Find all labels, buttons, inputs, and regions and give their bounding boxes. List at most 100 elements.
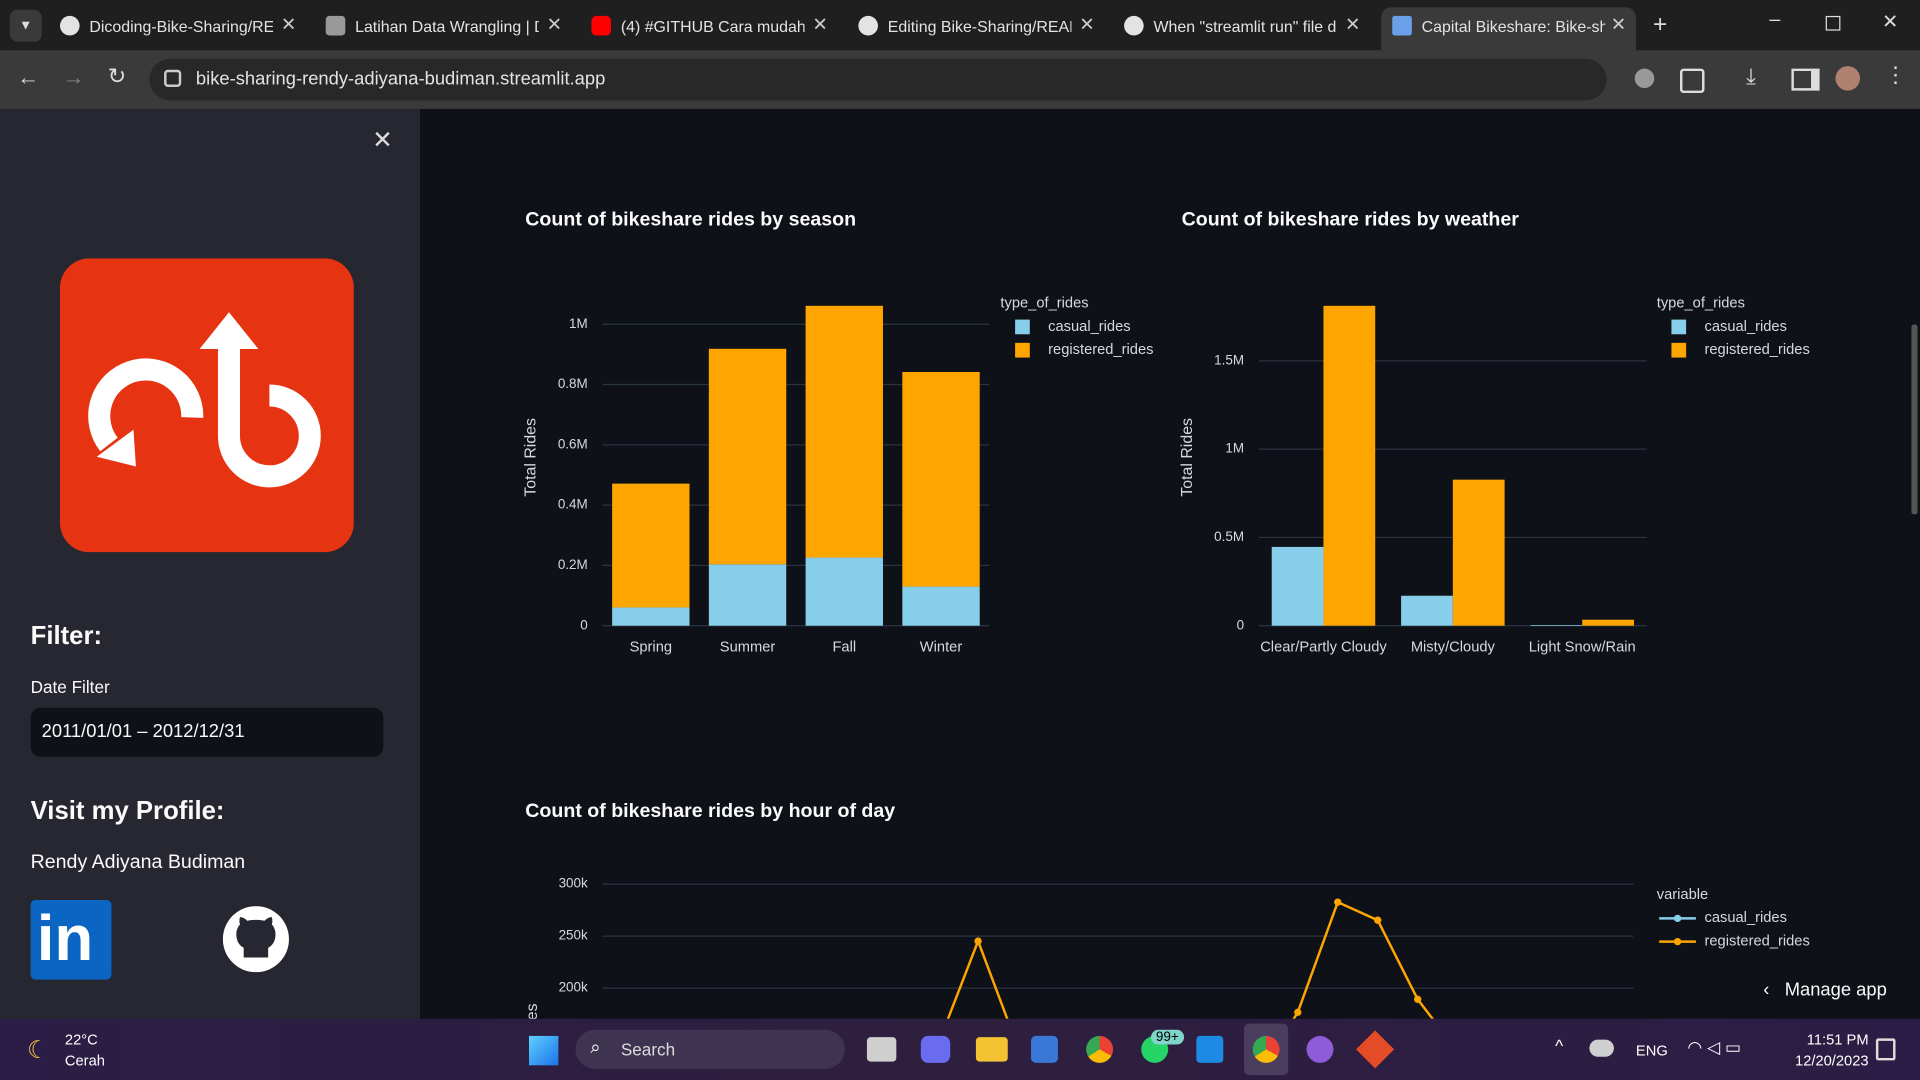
legend-marker	[1673, 914, 1682, 923]
profile-avatar[interactable]	[1835, 66, 1860, 91]
bar-segment	[612, 483, 690, 608]
extensions-button[interactable]	[1680, 68, 1705, 94]
logo-arrows	[88, 346, 321, 488]
tab[interactable]: When "streamlit run" file d ✕	[1113, 7, 1370, 50]
tab-title: Editing Bike-Sharing/READ	[887, 17, 1072, 36]
download-button[interactable]: ⤓	[1746, 63, 1756, 89]
weather-icon: ☾	[26, 1037, 49, 1065]
chart-title: Count of bikeshare rides by weather	[1182, 209, 1520, 231]
x-tick-label: Misty/Cloudy	[1411, 640, 1496, 656]
tab-title: Latihan Data Wrangling | D	[355, 17, 539, 36]
tab-close[interactable]: ✕	[1610, 14, 1627, 36]
legend-label: registered_rides	[1048, 342, 1153, 358]
bar-segment	[612, 607, 690, 626]
tab-close[interactable]: ✕	[546, 14, 563, 36]
language[interactable]: ENG	[1635, 1042, 1668, 1060]
legend-title: type_of_rides	[1000, 296, 1088, 312]
bar	[1530, 625, 1583, 626]
y-tick-label: 1M	[1225, 441, 1244, 456]
bar-segment	[708, 348, 787, 565]
bar	[1582, 619, 1634, 626]
start-button[interactable]	[528, 1035, 559, 1066]
tray-chevron[interactable]: ^	[1555, 1035, 1564, 1056]
y-tick-label: 0	[1237, 617, 1244, 632]
manage-app-button[interactable]: ‹ Manage app	[1763, 980, 1887, 1001]
y-tick-label: 0	[580, 617, 587, 632]
tab-strip: ▼ Dicoding-Bike-Sharing/RE ✕ Latihan Data…	[0, 0, 1920, 51]
linkedin-logo: in	[36, 903, 94, 975]
url: bike-sharing-rendy-adiyana-budiman.strea…	[195, 68, 606, 90]
search-box[interactable]: ⌕ Search	[575, 1029, 845, 1069]
tab[interactable]: Latihan Data Wrangling | D ✕	[315, 7, 572, 50]
linkedin-link[interactable]: in	[30, 900, 112, 980]
sidebar-close[interactable]: ✕	[372, 127, 393, 155]
address-bar[interactable]: bike-sharing-rendy-adiyana-budiman.strea…	[149, 58, 1607, 101]
network-volume-battery[interactable]: ◠ ◁ ▭	[1687, 1037, 1742, 1057]
y-tick-label: 300k	[559, 876, 588, 891]
back-button[interactable]: ←	[17, 64, 40, 90]
tab-close[interactable]: ✕	[1345, 14, 1361, 36]
menu-button[interactable]: ⋮	[1884, 62, 1907, 87]
vscode-icon[interactable]	[1196, 1035, 1224, 1063]
date-input[interactable]: 2011/01/01 – 2012/12/31	[30, 707, 384, 757]
date-range: 2011/01/01 – 2012/12/31	[41, 721, 245, 743]
task-view[interactable]	[866, 1037, 897, 1062]
tab-icon	[1124, 15, 1144, 36]
x-tick-label: Light Snow/Rain	[1529, 640, 1636, 656]
reload-button[interactable]: ↻	[107, 63, 127, 89]
tab-close[interactable]: ✕	[812, 14, 828, 36]
bar-segment	[902, 586, 980, 626]
tab[interactable]: Editing Bike-Sharing/READ ✕	[847, 7, 1104, 50]
onedrive-icon[interactable]	[1589, 1039, 1614, 1057]
restore-button[interactable]	[1825, 15, 1841, 31]
tab[interactable]: (4) #GITHUB Cara mudah c ✕	[580, 7, 837, 50]
line	[946, 900, 1435, 1019]
tab-active[interactable]: Capital Bikeshare: Bike-sha ✕	[1381, 7, 1636, 51]
tab-title: (4) #GITHUB Cara mudah c	[620, 17, 805, 36]
app-icon[interactable]	[920, 1035, 951, 1063]
tab-search-button[interactable]: ▼	[9, 9, 42, 42]
clock-time: 11:51 PM	[1806, 1031, 1869, 1049]
bar	[1323, 305, 1376, 626]
minimize-button[interactable]: –	[1769, 9, 1781, 31]
scrollbar[interactable]	[1911, 324, 1918, 515]
tab[interactable]: Dicoding-Bike-Sharing/RE ✕	[49, 7, 306, 50]
active-app[interactable]	[1244, 1023, 1289, 1076]
git-icon[interactable]	[1356, 1030, 1395, 1069]
search-icon: ⌕	[590, 1037, 601, 1058]
main-content: Count of bikeshare rides by season Total …	[523, 209, 1918, 1019]
notifications[interactable]	[1875, 1038, 1896, 1061]
store-icon[interactable]	[1031, 1035, 1058, 1063]
close-window-button[interactable]: ✕	[1882, 12, 1899, 34]
logo-arrow	[217, 346, 321, 488]
sidebar: ✕ Filter: Date Filter 2011/01/01 – 2012/…	[0, 108, 420, 1019]
legend-swatch	[1671, 319, 1687, 335]
chrome-icon[interactable]	[1086, 1035, 1114, 1063]
line-marker	[1374, 916, 1382, 924]
github-octocat	[236, 917, 276, 958]
manage-app-label: Manage app	[1784, 979, 1887, 1001]
weather-description: Cerah	[64, 1051, 105, 1069]
line-marker	[1414, 995, 1422, 1003]
line-marker	[1334, 898, 1342, 906]
github-desktop-icon[interactable]	[1306, 1035, 1334, 1063]
tab-close[interactable]: ✕	[280, 14, 297, 36]
github-link[interactable]	[222, 906, 289, 973]
file-explorer[interactable]	[975, 1037, 1008, 1062]
new-tab-button[interactable]: +	[1653, 11, 1668, 38]
legend-swatch	[1015, 342, 1030, 358]
tab-icon	[325, 15, 346, 36]
site-info-icon[interactable]	[164, 69, 182, 87]
temperature: 22°C	[64, 1031, 98, 1049]
chart-title: Count of bikeshare rides by hour of day	[525, 800, 895, 822]
legend-label: casual_rides	[1704, 910, 1786, 926]
side-panel-button[interactable]	[1791, 68, 1820, 91]
tab-title: Dicoding-Bike-Sharing/RE	[89, 17, 274, 36]
forward-button[interactable]: →	[62, 64, 85, 90]
tab-close[interactable]: ✕	[1079, 14, 1095, 36]
x-tick-label: Fall	[832, 640, 856, 656]
logo-arrowhead	[199, 312, 259, 349]
extension-icon[interactable]	[1634, 68, 1655, 89]
